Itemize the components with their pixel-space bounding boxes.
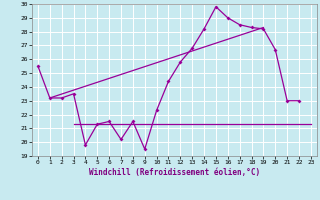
X-axis label: Windchill (Refroidissement éolien,°C): Windchill (Refroidissement éolien,°C) <box>89 168 260 177</box>
